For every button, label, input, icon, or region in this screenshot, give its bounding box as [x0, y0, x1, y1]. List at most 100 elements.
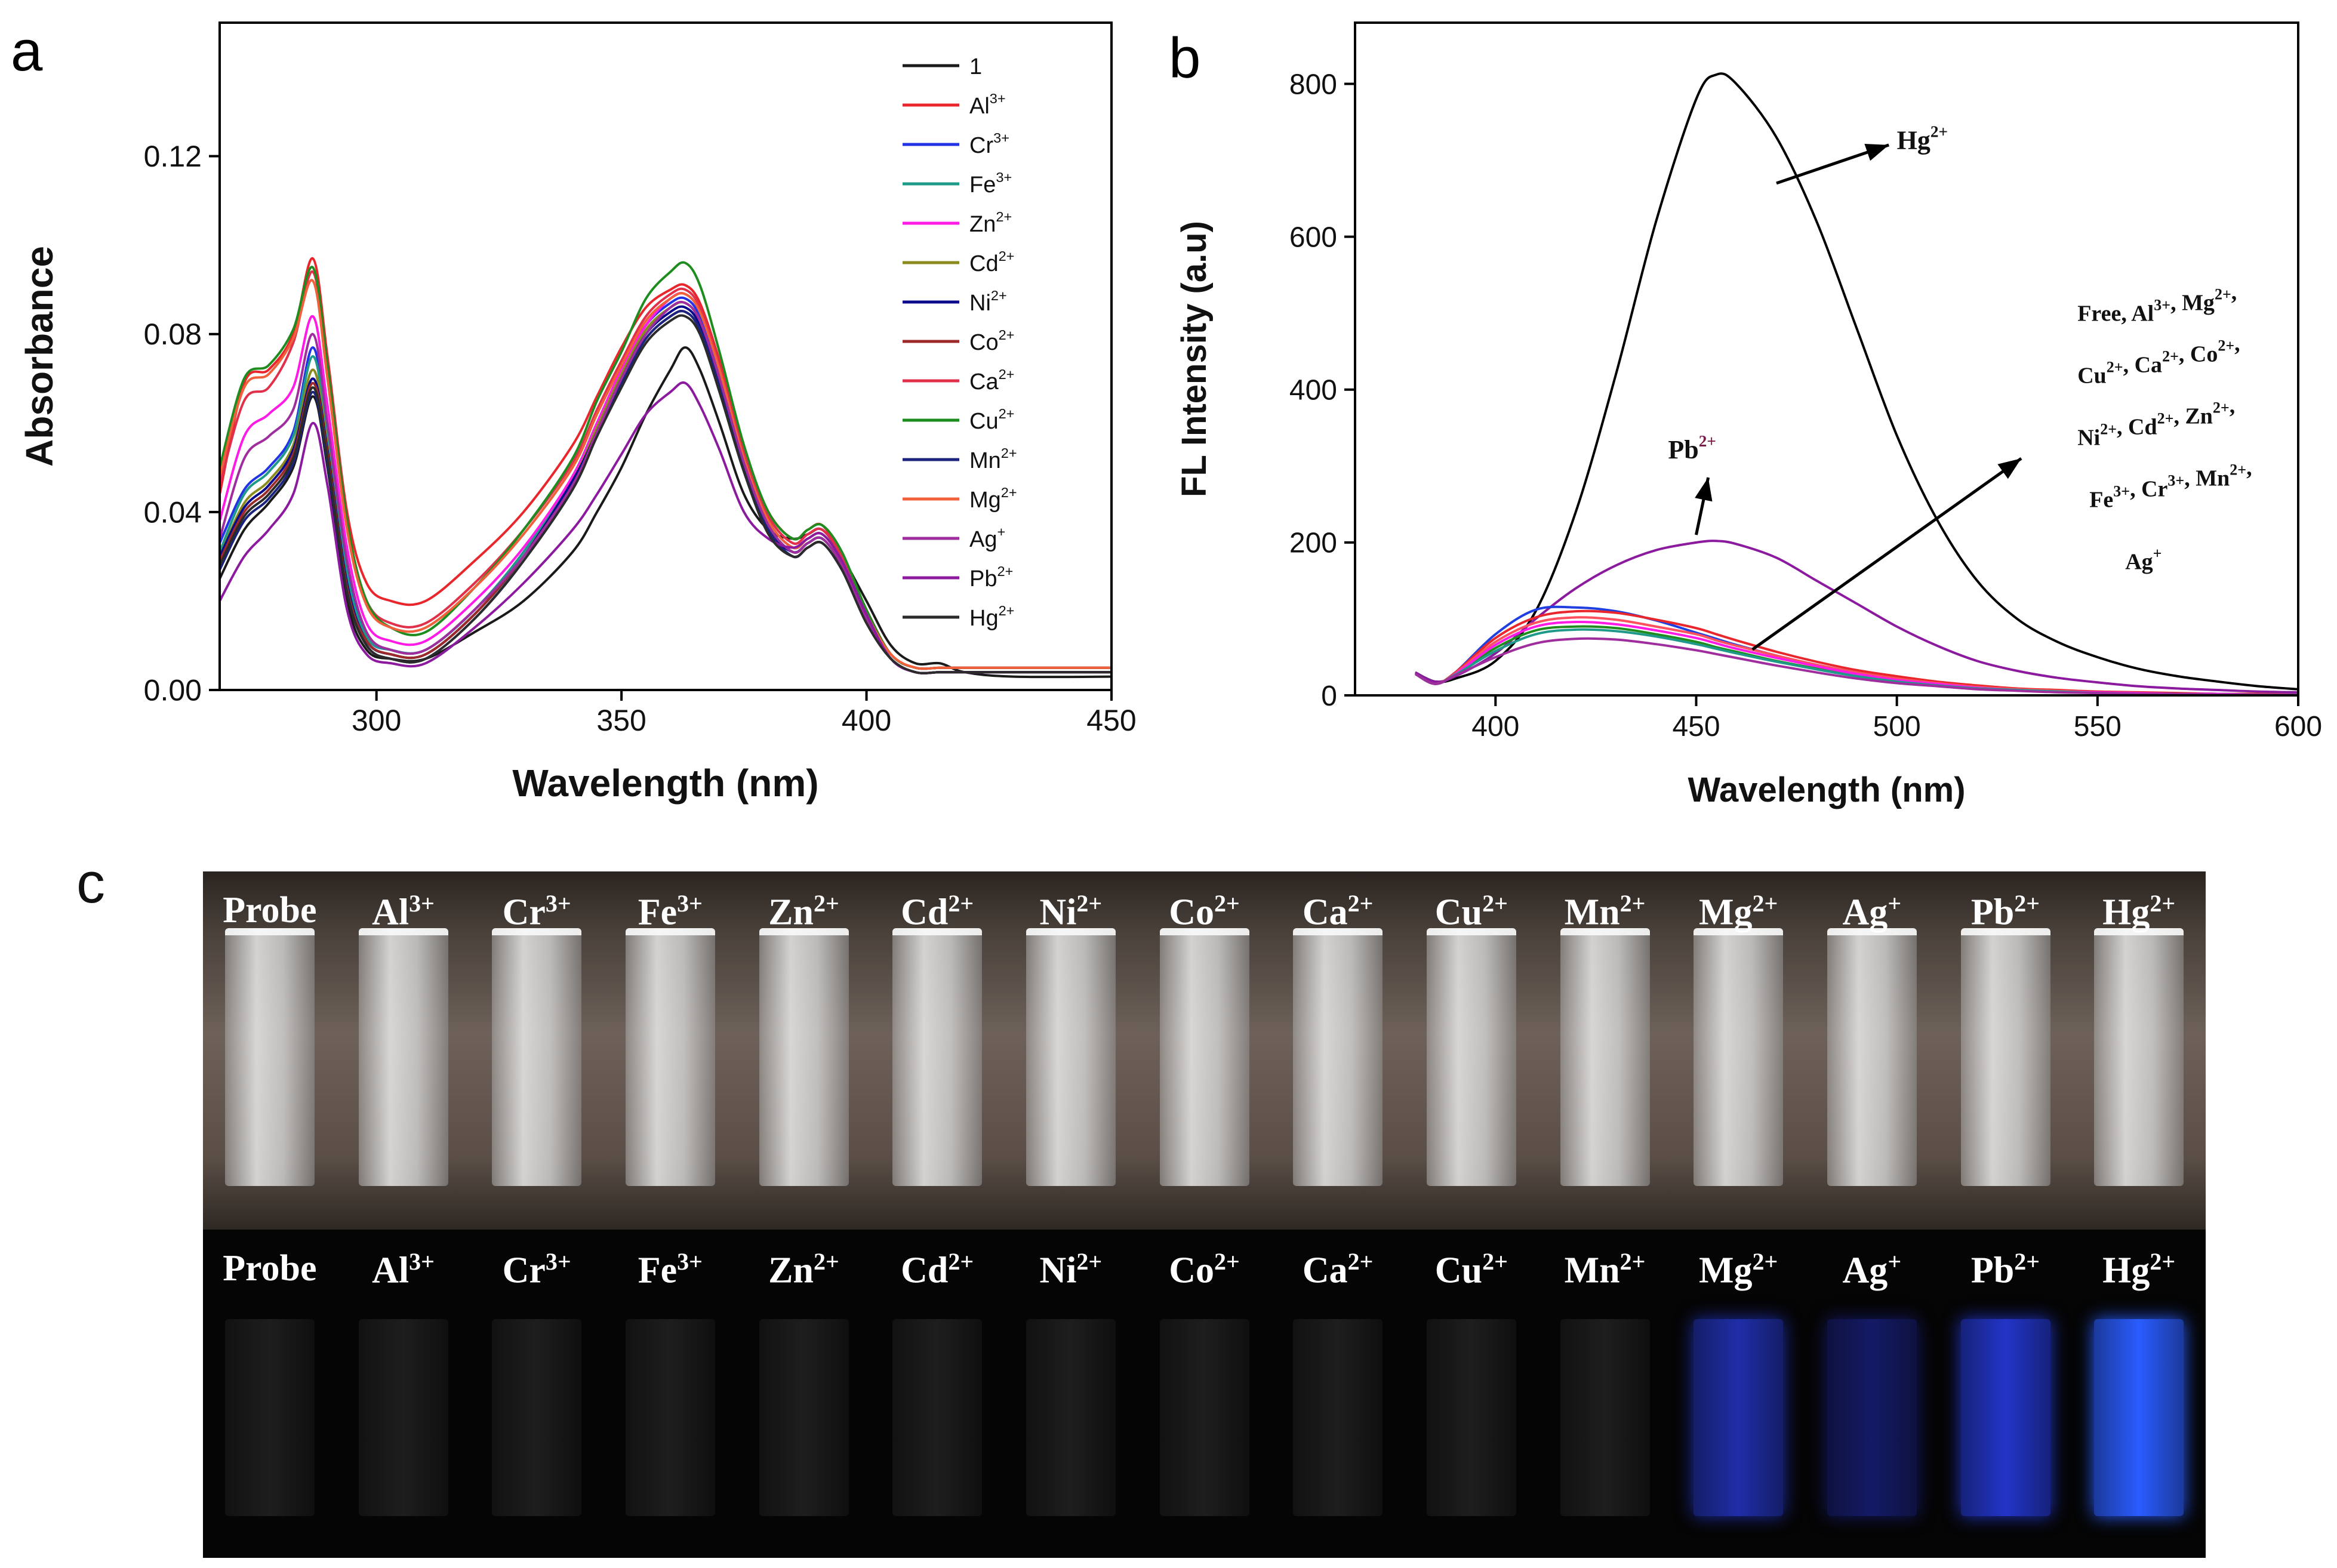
y-tick-label: 0.00 [144, 674, 202, 707]
vial-daylight [1827, 928, 1917, 1186]
fluorescence-chart: 400 450 500 550 600 0 200 400 600 800 Wavelength (… [1175, 21, 2322, 809]
panel-label-a: a [11, 19, 43, 83]
x-tick-label: 400 [1471, 711, 1519, 743]
vial-daylight [2094, 928, 2184, 1186]
vial-label-daylight: Al3+ [372, 890, 435, 933]
x-axis-title: Wavelength (nm) [512, 762, 818, 805]
vial-label-daylight: Ni2+ [1039, 890, 1103, 933]
vial-uv [492, 1319, 582, 1516]
vial-daylight [1694, 928, 1784, 1186]
y-tick-label: 0.08 [144, 318, 202, 351]
legend-label: Cr3+ [969, 130, 1009, 158]
vial-label-daylight: Fe3+ [638, 890, 703, 933]
series-line-ag [220, 300, 1111, 674]
y-axis-title: Absorbance [18, 246, 61, 467]
vial-label-uv: Ag+ [1842, 1248, 1902, 1291]
plot-frame [218, 21, 1113, 691]
vial-uv [1026, 1319, 1116, 1516]
x-tick-label: 350 [596, 704, 646, 737]
others-arrow-head [1997, 458, 2022, 479]
vial-label-uv: Ca2+ [1302, 1248, 1374, 1291]
vial-label-daylight: Cd2+ [901, 890, 974, 933]
vial-uv [1293, 1319, 1383, 1516]
vial-label-daylight: Cr3+ [502, 890, 571, 933]
legend-label: Mn2+ [969, 445, 1017, 473]
vial-label-uv: Mg2+ [1698, 1248, 1778, 1291]
others-label: Ag+ [2125, 544, 2162, 574]
legend-label: Hg2+ [969, 603, 1014, 631]
vials-daylight-photo: Probe Al3+ Cr3+ Fe3+ Zn2+ Cd2+ Ni2+ Co2+ Ca2+ Cu2… [203, 871, 2206, 1230]
vial-label-daylight: Ca2+ [1302, 890, 1374, 933]
y-tick-label: 400 [1289, 375, 1337, 406]
vial-label-uv: Al3+ [372, 1248, 435, 1291]
y-tick-label: 0.04 [144, 495, 202, 529]
panel-label-c: c [76, 851, 105, 915]
series-line-ag [1414, 637, 2298, 695]
vial-label-daylight: Zn2+ [768, 890, 839, 933]
hg-label: Hg2+ [1897, 123, 1948, 155]
pb-arrow-head [1695, 478, 1713, 502]
vial-label-uv: Probe [223, 1248, 317, 1289]
vial-label-daylight: Ag+ [1842, 890, 1902, 933]
legend-label: Cd2+ [969, 248, 1014, 276]
vial-uv [1960, 1319, 2050, 1516]
plot-frame [1354, 21, 2299, 697]
series-line-fe [1414, 628, 2298, 695]
vial-uv [1694, 1319, 1784, 1516]
legend-label: Ni2+ [969, 288, 1007, 316]
vial-uv [1159, 1319, 1249, 1516]
series-line-hg [220, 314, 1111, 674]
vial-uv [892, 1319, 983, 1516]
legend-label: 1 [969, 54, 982, 79]
series-line-cu [1414, 625, 2298, 695]
vial-daylight [1026, 928, 1116, 1186]
y-tick-label: 600 [1289, 221, 1337, 253]
vial-label-uv: Hg2+ [2102, 1248, 2176, 1291]
vial-label-uv: Cr3+ [502, 1248, 571, 1291]
vial-label-uv: Zn2+ [768, 1248, 839, 1291]
vial-uv [358, 1319, 448, 1516]
legend-label: Mg2+ [969, 485, 1017, 513]
panel-label-b: b [1169, 26, 1200, 90]
pb-label: Pb2+ [1668, 432, 1716, 464]
vial-label-daylight: Probe [223, 890, 317, 931]
vial-daylight [759, 928, 849, 1186]
vial-uv [224, 1319, 315, 1516]
x-tick-label: 300 [352, 704, 401, 737]
x-tick-label: 500 [1873, 711, 1921, 743]
absorbance-chart: 300 350 400 450 0.00 0.04 0.08 0.12 Wavelength (… [18, 21, 1137, 805]
series-line-pb [1414, 540, 2298, 694]
legend-label: Ca2+ [969, 366, 1014, 395]
vial-daylight [492, 928, 582, 1186]
vial-label-uv: Co2+ [1169, 1248, 1240, 1291]
vial-label-daylight: Pb2+ [1970, 890, 2040, 933]
vial-label-daylight: Co2+ [1169, 890, 1240, 933]
x-tick-label: 450 [1672, 711, 1720, 743]
vial-daylight [1293, 928, 1383, 1186]
vial-daylight [1426, 928, 1516, 1186]
x-axis-title: Wavelength (nm) [1688, 771, 1965, 809]
vial-daylight [1560, 928, 1650, 1186]
vial-uv [1560, 1319, 1650, 1516]
vial-uv [2094, 1319, 2184, 1516]
legend-label: Cu2+ [969, 406, 1014, 434]
others-label: Ni2+, Cd2+, Zn2+, [2077, 393, 2235, 450]
y-axis-title: FL Intensity (a.u) [1175, 221, 1214, 497]
x-tick-label: 550 [2074, 711, 2122, 743]
vial-label-daylight: Cu2+ [1434, 890, 1508, 933]
vial-uv [759, 1319, 849, 1516]
vial-uv [1827, 1319, 1917, 1516]
vial-daylight [1960, 928, 2050, 1186]
others-label: Fe3+, Cr3+, Mn2+, [2089, 455, 2252, 512]
vial-uv [625, 1319, 715, 1516]
series-line-pb [220, 381, 1111, 674]
legend-label: Pb2+ [969, 563, 1013, 592]
vial-daylight [892, 928, 983, 1186]
vial-uv [1426, 1319, 1516, 1516]
vial-daylight [358, 928, 448, 1186]
vial-label-daylight: Mn2+ [1564, 890, 1646, 933]
vials-uv-photo: Probe Al3+ Cr3+ Fe3+ Zn2+ Cd2+ Ni2+ Co2+ Ca2+ Cu2… [203, 1230, 2206, 1558]
vial-label-uv: Pb2+ [1970, 1248, 2040, 1291]
